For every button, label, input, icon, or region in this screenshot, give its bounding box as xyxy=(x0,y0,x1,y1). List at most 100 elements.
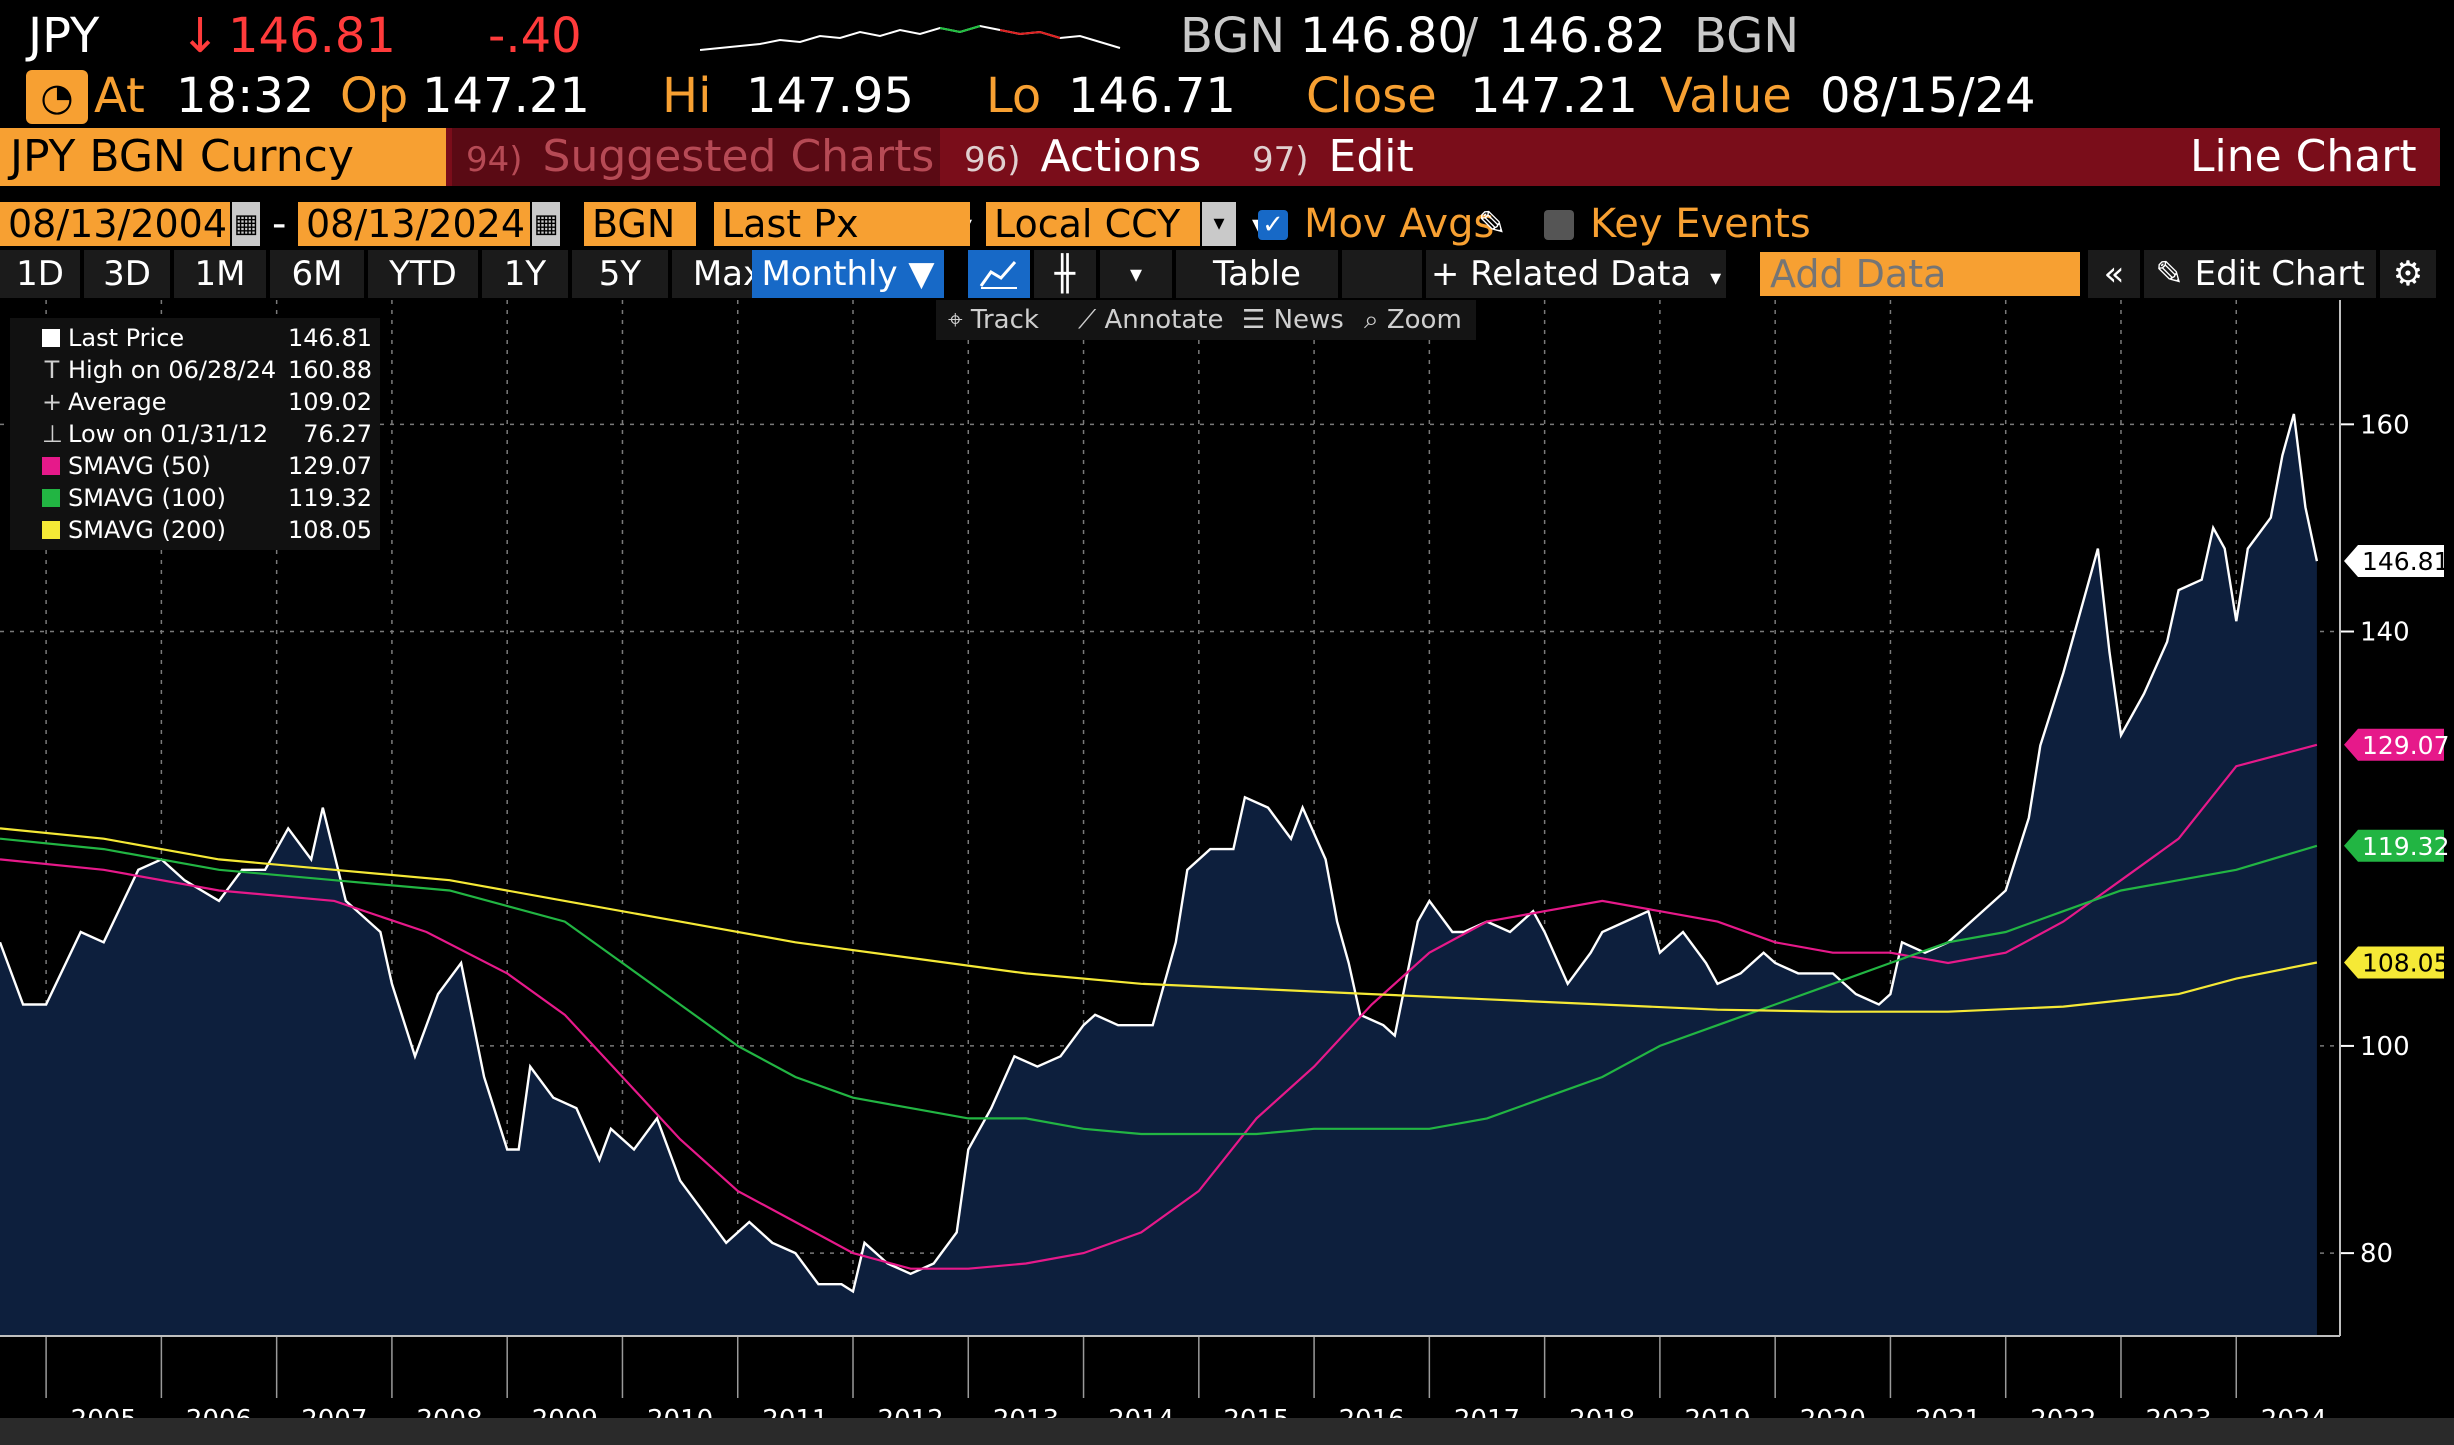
down-arrow-icon: ↓ xyxy=(180,8,221,64)
start-date-field[interactable]: 08/13/2004 xyxy=(0,202,230,246)
news-icon: ☰ xyxy=(1242,305,1274,335)
gear-icon[interactable]: ⚙ xyxy=(2380,250,2436,298)
chevron-down-icon: ▾ xyxy=(1710,266,1722,291)
legend-row-smavg-200: SMAVG (200) 108.05 xyxy=(10,514,380,546)
low-marker-icon: ⊥ xyxy=(42,420,63,448)
actions-menu[interactable]: 96) Actions ▾ xyxy=(950,128,1230,238)
close-label: Close xyxy=(1306,68,1437,124)
security-field[interactable]: JPY BGN Curncy xyxy=(0,128,446,186)
period-5y[interactable]: 5Y xyxy=(572,250,668,298)
sparkline-red xyxy=(999,29,1061,39)
x-tick-label: 2008 xyxy=(416,1405,482,1418)
series-line-smavg-200 xyxy=(0,827,2318,1013)
x-tick-label: 2015 xyxy=(1223,1405,1289,1418)
bid-price: 146.80 xyxy=(1300,8,1468,64)
last-price: 146.81 xyxy=(228,8,396,64)
legend-swatch xyxy=(42,329,60,347)
edit-number: 97) xyxy=(1252,140,1309,180)
table-button[interactable]: Table xyxy=(1176,250,1338,298)
x-tick-label: 2014 xyxy=(1108,1405,1174,1418)
news-label: News xyxy=(1273,305,1344,335)
calendar-icon[interactable]: ▦ xyxy=(532,202,560,246)
price-tag-bg xyxy=(2344,829,2444,862)
price-tag: 129.07 xyxy=(2344,728,2449,761)
period-3d[interactable]: 3D xyxy=(84,250,170,298)
price-tag-label: 108.05 xyxy=(2362,949,2449,978)
period-6m[interactable]: 6M xyxy=(270,250,364,298)
chevron-down-icon[interactable]: ▾ xyxy=(1202,202,1236,246)
net-change: -.40 xyxy=(488,8,582,64)
x-tick-label: 2010 xyxy=(647,1405,713,1418)
key-events-label: Key Events xyxy=(1590,201,1811,247)
news-button[interactable]: ☰ News xyxy=(1242,300,1344,340)
legend-swatch xyxy=(42,521,60,539)
collapse-icon[interactable]: « xyxy=(2088,250,2140,298)
suggested-charts-label: Suggested Charts xyxy=(542,131,935,182)
chart-subtoolbar xyxy=(936,300,1476,340)
line-chart-icon[interactable] xyxy=(968,250,1030,298)
period-1m[interactable]: 1M xyxy=(174,250,266,298)
period-1d[interactable]: 1D xyxy=(0,250,80,298)
calendar-icon[interactable]: ▦ xyxy=(232,202,260,246)
x-tick-label: 2009 xyxy=(532,1405,598,1418)
legend-name: Last Price xyxy=(68,324,185,352)
pencil-icon: ✎ xyxy=(2155,254,2184,294)
y-tick-label: 80 xyxy=(2360,1239,2393,1269)
chart-type-label[interactable]: Line Chart xyxy=(2190,131,2417,182)
bar-chart-icon[interactable]: ╫ xyxy=(1034,250,1096,298)
mov-avgs-checkbox[interactable]: ✓ xyxy=(1258,210,1288,240)
end-date-field[interactable]: 08/13/2024 xyxy=(298,202,530,246)
pencil-icon[interactable]: ✎ xyxy=(1478,204,1507,244)
frequency-dropdown[interactable]: Monthly ▼ xyxy=(752,250,944,298)
x-tick-label: 2005 xyxy=(71,1405,137,1418)
price-tag: 146.81 xyxy=(2344,544,2449,577)
legend-value: 76.27 xyxy=(303,420,372,448)
legend-value: 119.32 xyxy=(288,484,372,512)
series-line-last-price xyxy=(0,413,2319,1294)
zoom-button[interactable]: ⌕ Zoom xyxy=(1364,300,1462,340)
value-date: 08/15/24 xyxy=(1820,68,2036,124)
price-tag-label: 119.32 xyxy=(2362,832,2449,861)
suggested-charts-menu[interactable]: 94) Suggested Charts ▾ xyxy=(452,128,940,238)
high-marker-icon: T xyxy=(44,356,60,384)
blank-button[interactable] xyxy=(1342,250,1422,298)
currency-field[interactable]: Local CCY xyxy=(986,202,1200,246)
x-tick-label: 2019 xyxy=(1684,1405,1750,1418)
gauge-icon[interactable]: ◔ xyxy=(26,70,88,124)
sparkline xyxy=(700,24,1121,51)
annotate-icon: ⟋ xyxy=(1078,305,1105,335)
legend-row-high: T High on 06/28/24 160.88 xyxy=(10,354,380,386)
actions-number: 96) xyxy=(964,140,1021,180)
chevron-down-icon[interactable]: ▾ xyxy=(1100,250,1172,298)
price-tag-bg xyxy=(2344,728,2444,761)
open-label: Op xyxy=(340,68,409,124)
series-line-smavg-100 xyxy=(0,837,2318,1136)
chart-legend[interactable]: Last Price 146.81 T High on 06/28/24 160… xyxy=(10,318,380,550)
add-data-input[interactable] xyxy=(1760,252,2080,296)
related-data-button[interactable]: + Related Data ▾ xyxy=(1426,250,1726,298)
chart-axes: 2005 2006 2007 2008 2009 2010 2011 2012 2013 2014… xyxy=(0,300,2410,1418)
x-tick-label: 2007 xyxy=(301,1405,367,1418)
magnifier-icon: ⌕ xyxy=(1364,305,1387,335)
x-tick-label: 2024 xyxy=(2261,1405,2327,1418)
x-tick-label: 2012 xyxy=(878,1405,944,1418)
legend-name: Average xyxy=(68,388,167,416)
edit-menu[interactable]: 97) Edit ▾ xyxy=(1242,128,1442,238)
legend-row-average: + Average 109.02 xyxy=(10,386,380,418)
period-ytd[interactable]: YTD xyxy=(368,250,478,298)
track-button[interactable]: ⌖ Track xyxy=(948,300,1039,340)
period-1y[interactable]: 1Y xyxy=(482,250,568,298)
date-range-dash: - xyxy=(272,201,287,247)
annotate-button[interactable]: ⟋ Annotate xyxy=(1078,300,1223,340)
close-value: 147.21 xyxy=(1470,68,1638,124)
price-tags: 146.81 129.07 119.32 108.05 xyxy=(2344,544,2449,979)
zoom-label: Zoom xyxy=(1386,305,1462,335)
x-tick-label: 2013 xyxy=(993,1405,1059,1418)
bid-ask-separator: / xyxy=(1462,8,1479,64)
price-field[interactable]: Last Px xyxy=(714,202,970,246)
source-field[interactable]: BGN xyxy=(584,202,696,246)
key-events-checkbox[interactable] xyxy=(1544,210,1574,240)
legend-value: 146.81 xyxy=(288,324,372,352)
edit-chart-button[interactable]: ✎ Edit Chart xyxy=(2144,250,2376,298)
at-label: At xyxy=(94,68,145,124)
